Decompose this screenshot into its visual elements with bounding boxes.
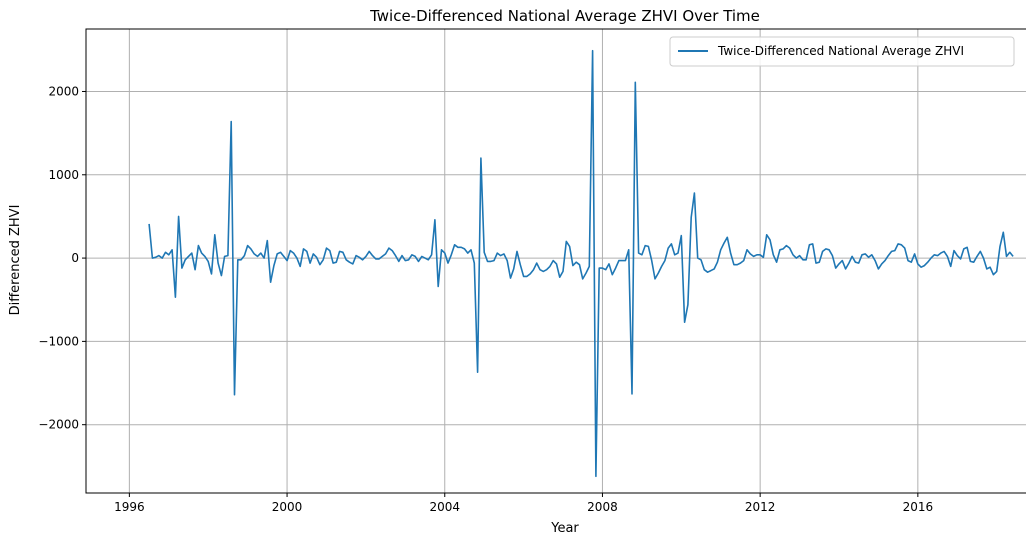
plot-frame — [85, 28, 1026, 494]
x-tick-label: 2016 — [903, 500, 934, 514]
y-tick-label: −1000 — [38, 334, 79, 348]
x-axis-label: Year — [550, 521, 579, 536]
legend: Twice-Differenced National Average ZHVI — [669, 36, 1015, 67]
y-tick-label: 2000 — [48, 84, 79, 98]
series-group — [148, 49, 1014, 478]
y-axis-label: Differenced ZHVI — [8, 205, 23, 316]
y-axis-ticks: −2000 −1000 0 1000 2000 — [38, 84, 86, 432]
series-line — [148, 49, 1014, 478]
y-tick-label: 1000 — [48, 168, 79, 182]
x-tick-label: 2004 — [429, 500, 460, 514]
x-tick-label: 2000 — [272, 500, 303, 514]
x-axis-ticks: 1996 2000 2004 2008 2012 2016 — [114, 493, 933, 514]
y-tick-label: 0 — [71, 251, 79, 265]
x-tick-label: 2008 — [587, 500, 618, 514]
chart-title: Twice-Differenced National Average ZHVI … — [369, 7, 760, 25]
y-tick-label: −2000 — [38, 418, 79, 432]
x-tick-label: 1996 — [114, 500, 145, 514]
x-tick-label: 2012 — [745, 500, 776, 514]
legend-box — [669, 36, 1015, 67]
legend-label: Twice-Differenced National Average ZHVI — [717, 44, 964, 58]
